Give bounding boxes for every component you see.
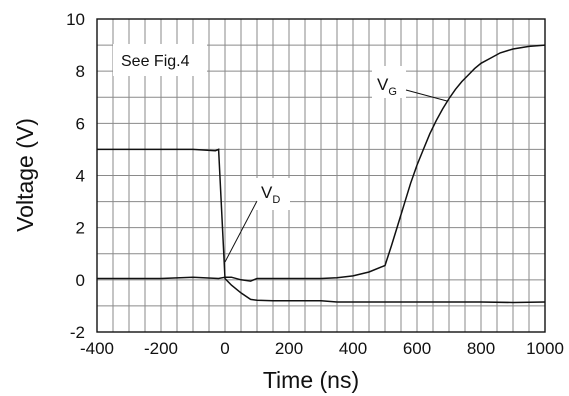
see-fig-annotation-bg [113, 44, 207, 76]
x-tick-label: -200 [144, 339, 178, 358]
vg-leader-line [405, 89, 448, 102]
vd-label-bg [256, 178, 290, 210]
plot-frame [96, 18, 546, 333]
x-tick-label: -400 [80, 339, 114, 358]
vd-label-sub: D [272, 194, 280, 206]
vd-leader-line [224, 200, 258, 263]
y-tick-label: 2 [76, 219, 85, 238]
vd-label-main: V [261, 183, 273, 202]
y-tick-label: -2 [70, 323, 85, 342]
y-tick-label: 8 [76, 62, 85, 81]
y-tick-label: 0 [76, 271, 85, 290]
x-tick-label: 0 [220, 339, 229, 358]
vg-label-bg [372, 66, 406, 98]
x-tick-label: 200 [275, 339, 303, 358]
vg-label-sub: G [388, 86, 397, 98]
vd-label-group: VD [224, 178, 290, 263]
x-tick-label: 600 [403, 339, 431, 358]
vg-label-group: VG [372, 66, 448, 102]
vg-label-main: V [377, 75, 389, 94]
tick-labels: -400 -200 0 200 400 600 800 1000 -2 0 2 4 6 8 10 [66, 10, 564, 358]
y-tick-label: 10 [66, 10, 85, 29]
x-tick-label: 1000 [526, 339, 564, 358]
series-line-vg [97, 44, 546, 282]
y-tick-label: 4 [76, 167, 85, 186]
y-axis-title: Voltage (V) [12, 118, 38, 232]
x-tick-label: 400 [339, 339, 367, 358]
x-tick-label: 800 [467, 339, 495, 358]
x-axis-title: Time (ns) [263, 367, 359, 393]
see-fig-annotation-text: See Fig.4 [121, 53, 190, 70]
y-tick-label: 6 [76, 114, 85, 133]
vg-label: VG [377, 75, 397, 98]
vd-label: VD [261, 183, 280, 206]
series-layer [97, 44, 546, 304]
see-fig-annotation: See Fig.4 [113, 44, 207, 76]
series-line-vd [97, 148, 546, 304]
